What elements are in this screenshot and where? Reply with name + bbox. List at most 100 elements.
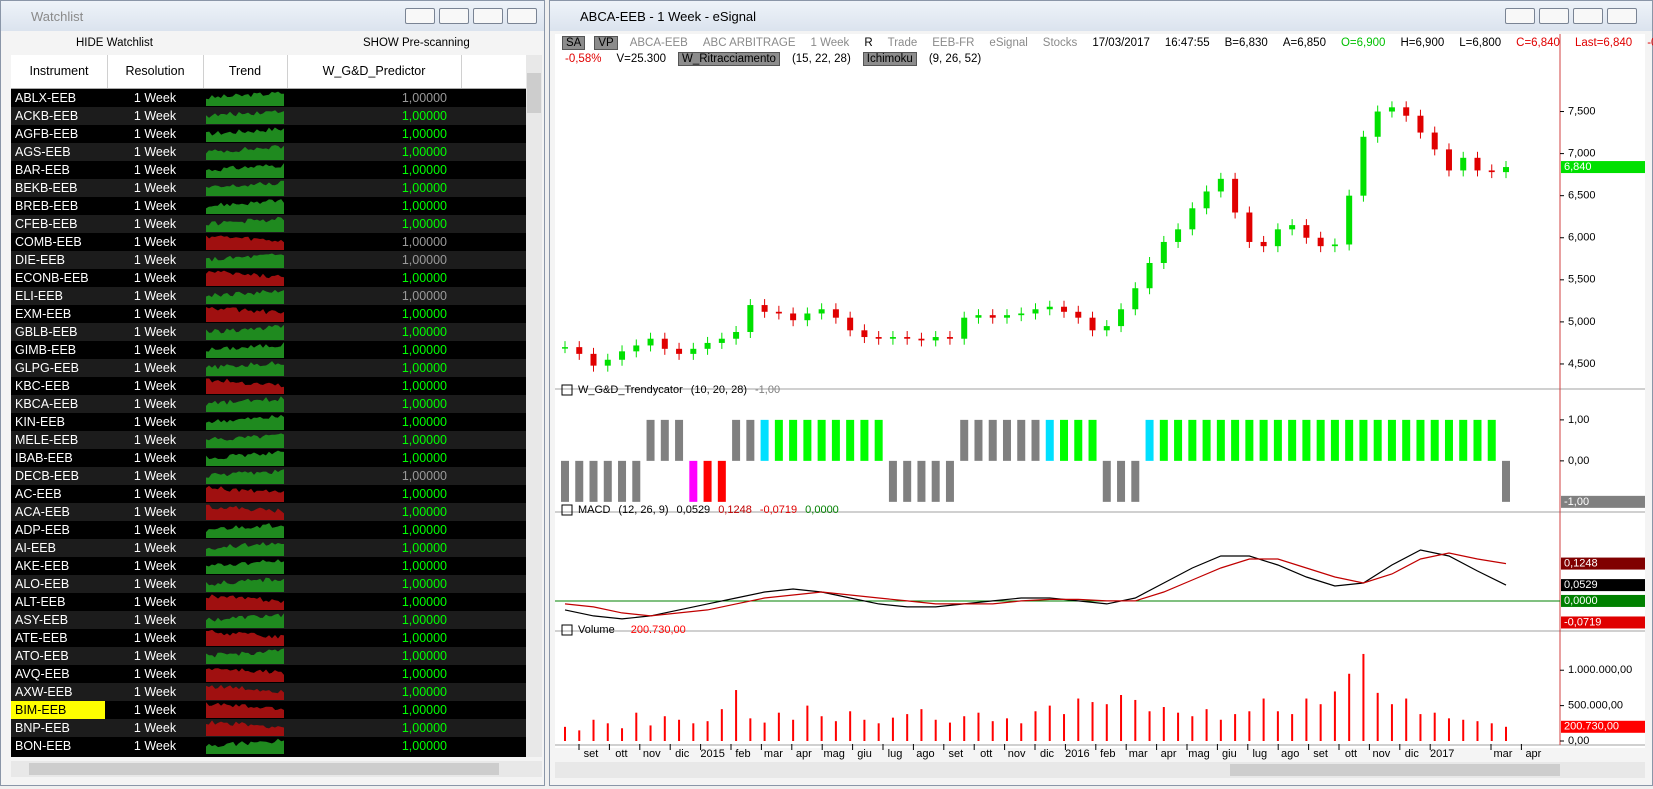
bar [660,419,669,461]
watchlist-row[interactable]: AC-EEB 1 Week 1,00000 [11,485,526,503]
maximize-button[interactable] [473,8,503,24]
vertical-scrollbar[interactable] [526,55,542,757]
watchlist-row[interactable]: ACA-EEB 1 Week 1,00000 [11,503,526,521]
watchlist-row[interactable]: BON-EEB 1 Week 1,00000 [11,737,526,755]
window-button[interactable] [405,8,435,24]
sparkline-area [206,127,284,142]
watchlist-row[interactable]: GBLB-EEB 1 Week 1,00000 [11,323,526,341]
instrument: KBC-EEB [15,379,70,393]
watchlist-row[interactable]: BNP-EEB 1 Week 1,00000 [11,719,526,737]
x-tick-label: mag [823,748,844,760]
candle-body [1303,225,1310,238]
panel-label: 0,0000 [805,504,839,516]
candle-body [904,337,911,339]
bar [749,718,752,741]
resolution: 1 Week [133,289,177,303]
minimize-button[interactable] [439,8,469,24]
watchlist-row[interactable]: ADP-EEB 1 Week 1,00000 [11,521,526,539]
instrument: DIE-EEB [15,253,66,267]
watchlist-row[interactable]: KBC-EEB 1 Week 1,00000 [11,377,526,395]
bar [1174,419,1183,461]
trend-sparkline [206,396,284,412]
watchlist-row[interactable]: BREB-EEB 1 Week 1,00000 [11,197,526,215]
close-box [561,504,573,516]
header-item: Last=6,840 [1574,37,1633,49]
watchlist-row[interactable]: MELE-EEB 1 Week 1,00000 [11,431,526,449]
watchlist-row[interactable]: ABLX-EEB 1 Week 1,00000 [11,89,526,107]
watchlist-row[interactable]: EXM-EEB 1 Week 1,00000 [11,305,526,323]
watchlist-row[interactable]: DIE-EEB 1 Week 1,00000 [11,251,526,269]
watchlist-row[interactable]: ELI-EEB 1 Week 1,00000 [11,287,526,305]
watchlist-row[interactable]: DECB-EEB 1 Week 1,00000 [11,467,526,485]
window-button[interactable] [1505,8,1535,24]
watchlist-row[interactable]: AKE-EEB 1 Week 1,00000 [11,557,526,575]
watchlist-row[interactable]: KIN-EEB 1 Week 1,00000 [11,413,526,431]
show-prescanning[interactable]: SHOW Pre-scanning [363,37,470,49]
resolution: 1 Week [133,253,177,267]
watchlist-row[interactable]: BAR-EEB 1 Week 1,00000 [11,161,526,179]
watchlist-row[interactable]: ATO-EEB 1 Week 1,00000 [11,647,526,665]
instrument: ADP-EEB [15,523,70,537]
bar [1088,419,1097,461]
hide-watchlist[interactable]: HIDE Watchlist [76,37,153,49]
watchlist-row[interactable]: CFEB-EEB 1 Week 1,00000 [11,215,526,233]
resolution: 1 Week [133,703,177,717]
trend-sparkline [206,542,284,556]
horizontal-scrollbar[interactable] [11,761,542,777]
resolution: 1 Week [133,379,177,393]
candle-body [1189,208,1196,230]
watchlist-row[interactable]: GIMB-EEB 1 Week 1,00000 [11,341,526,359]
candle-body [562,347,568,349]
resolution: 1 Week [133,145,177,159]
x-tick-label: nov [1373,748,1391,760]
watchlist-row[interactable]: ALO-EEB 1 Week 1,00000 [11,575,526,593]
watchlist-row[interactable]: AGS-EEB 1 Week 1,00000 [11,143,526,161]
trend-sparkline [206,469,284,484]
maximize-button[interactable] [1573,8,1603,24]
macd-tag: 0,0000 [1564,595,1598,607]
watchlist-row[interactable]: AXW-EEB 1 Week 1,00000 [11,683,526,701]
bar [860,419,869,461]
instrument: ALO-EEB [15,577,70,591]
watchlist-row[interactable]: BEKB-EEB 1 Week 1,00000 [11,179,526,197]
bar [1305,698,1308,741]
candle-body [1460,157,1467,171]
watchlist-row[interactable]: KBCA-EEB 1 Week 1,00000 [11,395,526,413]
watchlist-row[interactable]: ACKB-EEB 1 Week 1,00000 [11,107,526,125]
instrument: EXM-EEB [15,307,72,321]
instrument: AGFB-EEB [15,127,79,141]
predictor: 1,00000 [401,523,447,537]
watchlist-row[interactable]: IBAB-EEB 1 Week 1,00000 [11,449,526,467]
watchlist-row[interactable]: ALT-EEB 1 Week 1,00000 [11,593,526,611]
watchlist-row[interactable]: AVQ-EEB 1 Week 1,00000 [11,665,526,683]
x-tick-label: mar [764,748,783,760]
instrument: ASY-EEB [15,613,69,627]
scroll-thumb[interactable] [1230,764,1560,776]
predictor: 1,00000 [401,181,447,195]
watchlist-row[interactable]: ECONB-EEB 1 Week 1,00000 [11,269,526,287]
trend-sparkline [206,702,284,718]
candle-body [619,351,626,360]
resolution: 1 Week [133,199,177,213]
close-button[interactable] [507,8,537,24]
watchlist-row[interactable]: AI-EEB 1 Week 1,00000 [11,539,526,557]
predictor: 1,00000 [401,541,447,555]
watchlist-row[interactable]: AGFB-EEB 1 Week 1,00000 [11,125,526,143]
candle-body [1160,241,1167,263]
watchlist-row[interactable]: BIM-EEB 1 Week 1,00000 [11,701,526,719]
watchlist-row[interactable]: COMB-EEB 1 Week 1,00000 [11,233,526,251]
close-button[interactable] [1607,8,1637,24]
bar [561,460,569,502]
watchlist-row[interactable]: GLPG-EEB 1 Week 1,00000 [11,359,526,377]
candle-body [1431,132,1438,150]
watchlist-row[interactable]: ASY-EEB 1 Week 1,00000 [11,611,526,629]
resolution: 1 Week [133,721,177,735]
y-tick-label: 4,500 [1568,358,1596,370]
resolution: 1 Week [133,91,177,105]
watchlist-row[interactable]: ATE-EEB 1 Week 1,00000 [11,629,526,647]
x-tick-label: dic [675,748,690,760]
minimize-button[interactable] [1539,8,1569,24]
bar [1205,709,1208,741]
bar [945,460,954,502]
window-title: ABCA-EEB - 1 Week - eSignal [580,9,757,24]
